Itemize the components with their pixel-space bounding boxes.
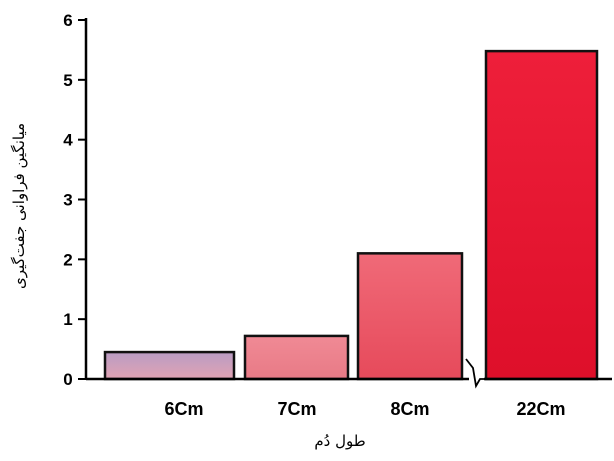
- bar-22cm: [484, 49, 599, 381]
- bar-6cm: [103, 350, 236, 381]
- x-axis-title: طول دُم: [314, 432, 365, 450]
- y-tick-label: 2: [63, 250, 72, 269]
- bars-group: [103, 49, 599, 381]
- y-tick-label: 3: [63, 191, 72, 210]
- y-tick-label: 5: [63, 71, 72, 90]
- x-tick-label: 8Cm: [390, 399, 429, 419]
- x-tick-label: 22Cm: [516, 399, 565, 419]
- y-tick-label: 1: [63, 310, 72, 329]
- x-tick-labels: 6Cm 7Cm 8Cm 22Cm: [164, 399, 565, 419]
- y-tick-labels: 0 1 2 3 4 5 6: [63, 11, 86, 389]
- y-tick-label: 6: [63, 11, 72, 30]
- axis-break-mark: [465, 358, 485, 389]
- x-tick-label: 7Cm: [277, 399, 316, 419]
- y-tick-label: 4: [63, 131, 73, 150]
- y-tick-label: 0: [63, 370, 72, 389]
- x-tick-label: 6Cm: [164, 399, 203, 419]
- y-axis-title: میانگین فراوانی جفت‌گیری: [10, 123, 28, 289]
- x-axis: [86, 358, 612, 389]
- bar-8cm: [356, 252, 464, 381]
- bar-7cm: [243, 334, 350, 381]
